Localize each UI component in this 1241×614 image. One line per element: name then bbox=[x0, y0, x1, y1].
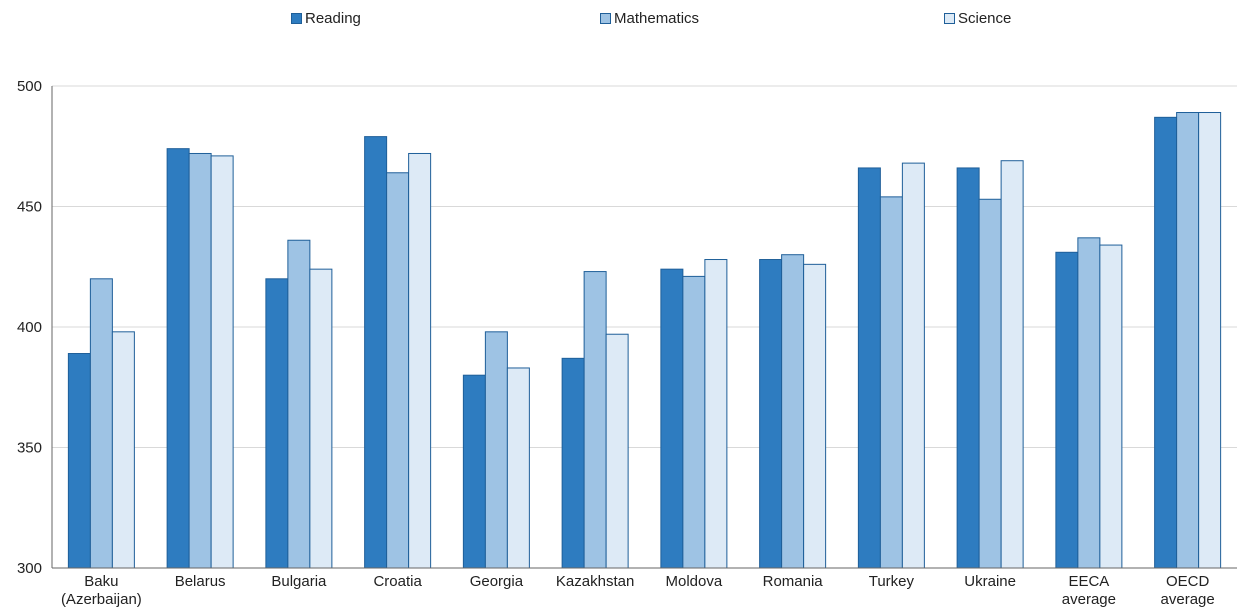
category-label-line: Turkey bbox=[869, 573, 915, 590]
category-label: Romania bbox=[763, 573, 824, 590]
category-label: EECA average bbox=[1062, 573, 1116, 608]
bar-science bbox=[309, 268, 333, 569]
category-label: Baku (Azerbaijan) bbox=[61, 573, 142, 608]
category-label-line: OECD bbox=[1166, 573, 1210, 590]
bar-reading bbox=[67, 353, 91, 569]
x-axis bbox=[51, 86, 1237, 569]
bar-reading bbox=[956, 167, 980, 569]
category-label: Georgia bbox=[470, 573, 524, 590]
bar-mathematics bbox=[879, 196, 903, 569]
y-axis-ticks: 300 350 400 450 500 bbox=[17, 78, 42, 577]
legend-label-mathematics: Mathematics bbox=[614, 10, 700, 27]
y-tick-label: 400 bbox=[17, 319, 42, 336]
bar-mathematics bbox=[386, 172, 410, 569]
bar-mathematics bbox=[287, 239, 311, 569]
bar-reading bbox=[660, 268, 684, 569]
bar-mathematics bbox=[89, 278, 113, 569]
bar-reading bbox=[1055, 251, 1079, 569]
bar-science bbox=[803, 263, 827, 569]
bar-science bbox=[901, 162, 925, 569]
category-label-line: Georgia bbox=[470, 573, 524, 590]
bar-reading bbox=[166, 148, 190, 569]
bar-mathematics bbox=[682, 275, 706, 569]
bar-reading bbox=[857, 167, 881, 569]
category-label-line: Croatia bbox=[373, 573, 422, 590]
bar-mathematics bbox=[781, 254, 805, 569]
category-label: Ukraine bbox=[964, 573, 1016, 590]
category-label-line: (Azerbaijan) bbox=[61, 591, 142, 608]
category-label-line: Bulgaria bbox=[271, 573, 327, 590]
legend-label-reading: Reading bbox=[305, 10, 361, 27]
bars bbox=[67, 112, 1222, 569]
category-label-line: Kazakhstan bbox=[556, 573, 634, 590]
category-label-line: Baku bbox=[84, 573, 118, 590]
legend-item-science: Science bbox=[944, 10, 1011, 27]
bar-reading bbox=[1154, 116, 1178, 569]
legend-item-mathematics: Mathematics bbox=[600, 10, 699, 27]
category-label-line: Moldova bbox=[666, 573, 723, 590]
y-tick-label: 450 bbox=[17, 199, 42, 216]
y-tick-label: 350 bbox=[17, 440, 42, 457]
category-label: Kazakhstan bbox=[556, 573, 634, 590]
bar-mathematics bbox=[583, 271, 607, 569]
category-label-line: average bbox=[1161, 591, 1215, 608]
bar-reading bbox=[462, 374, 486, 569]
bar-reading bbox=[759, 259, 783, 569]
y-tick-label: 500 bbox=[17, 78, 42, 95]
bar-science bbox=[1000, 160, 1024, 569]
bar-science bbox=[506, 367, 530, 569]
bar-mathematics bbox=[1077, 237, 1101, 569]
bar-science bbox=[605, 333, 629, 569]
legend-item-reading: Reading bbox=[291, 10, 361, 27]
bar-science bbox=[704, 259, 728, 569]
bar-science bbox=[1099, 244, 1123, 569]
bar-mathematics bbox=[188, 152, 212, 569]
legend-swatch-science-icon bbox=[944, 13, 955, 24]
legend-label-science: Science bbox=[958, 10, 1012, 27]
category-label-line: Ukraine bbox=[964, 573, 1016, 590]
category-label-line: Romania bbox=[763, 573, 824, 590]
legend-swatch-mathematics-icon bbox=[600, 13, 611, 24]
category-label: Croatia bbox=[373, 573, 422, 590]
bar-science bbox=[111, 331, 135, 569]
bar-reading bbox=[265, 278, 289, 569]
category-label: Bulgaria bbox=[271, 573, 327, 590]
bar-science bbox=[1198, 112, 1222, 569]
bar-science bbox=[408, 152, 432, 569]
legend-swatch-reading-icon bbox=[291, 13, 302, 24]
category-label: Turkey bbox=[869, 573, 915, 590]
bar-reading bbox=[364, 136, 388, 569]
category-label-line: EECA bbox=[1068, 573, 1109, 590]
bar-mathematics bbox=[1176, 112, 1200, 569]
bar-mathematics bbox=[484, 331, 508, 569]
category-label: Moldova bbox=[666, 573, 723, 590]
bar-reading bbox=[561, 357, 585, 569]
x-axis-labels: Baku (Azerbaijan) Belarus Bulgaria Croatia Ge… bbox=[61, 573, 1215, 608]
category-label: Belarus bbox=[175, 573, 226, 590]
bar-science bbox=[210, 155, 234, 569]
bar-mathematics bbox=[978, 198, 1002, 569]
category-label: OECD average bbox=[1161, 573, 1215, 608]
category-label-line: average bbox=[1062, 591, 1116, 608]
legend: Reading Mathematics Science bbox=[0, 10, 1241, 38]
y-tick-label: 300 bbox=[17, 560, 42, 577]
category-label-line: Belarus bbox=[175, 573, 226, 590]
